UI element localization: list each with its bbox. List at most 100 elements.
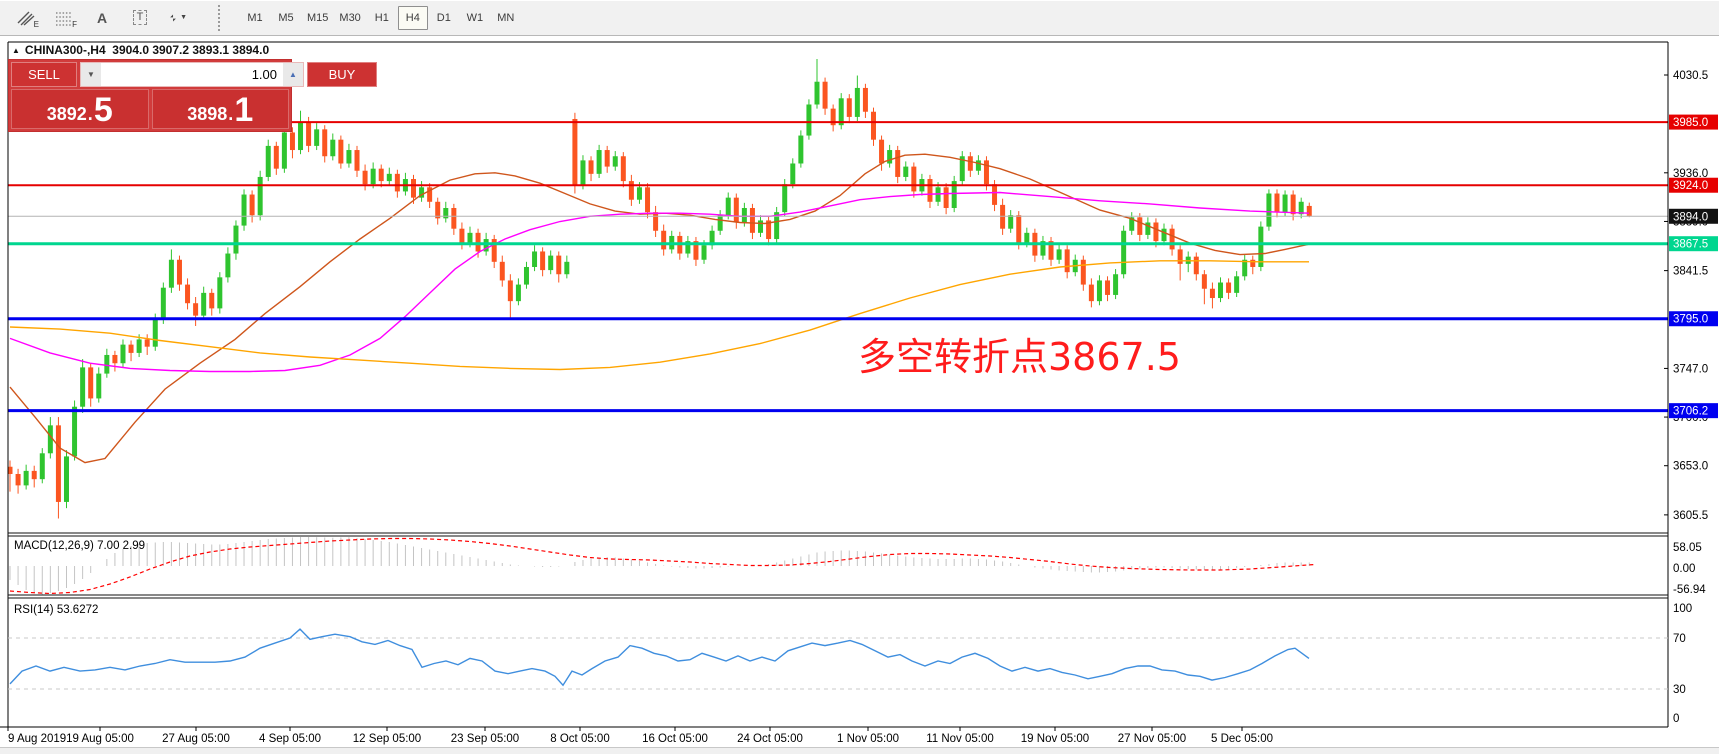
candle-body	[112, 354, 118, 364]
candle-body	[523, 266, 529, 285]
time-tick-label: 27 Nov 05:00	[1118, 733, 1186, 745]
candle-body	[693, 241, 699, 260]
price-badge: 3795.0	[1669, 311, 1718, 327]
candle-up	[443, 201, 449, 223]
candle-up	[1121, 225, 1127, 279]
candle-body	[782, 184, 788, 213]
collapse-arrow-icon[interactable]: ▲	[12, 46, 20, 55]
time-tick-label: 16 Oct 05:00	[642, 733, 708, 745]
candle-body	[1024, 232, 1030, 244]
candle-up	[903, 161, 909, 182]
text-label-tool-icon[interactable]: T	[124, 5, 156, 31]
candle-up	[532, 245, 538, 272]
candle-up	[580, 155, 586, 190]
candle-body	[354, 150, 360, 171]
candle-body	[209, 292, 215, 309]
volume-increase-button[interactable]: ▲	[283, 63, 303, 86]
candle-down	[15, 468, 21, 494]
equidistant-channel-tool-icon[interactable]: E	[10, 5, 42, 31]
rsi-axis-label: 100	[1673, 603, 1692, 615]
candle-body	[1266, 193, 1272, 227]
candle-down	[144, 334, 150, 355]
candle-down	[289, 127, 295, 159]
text-tool-icon[interactable]: A	[86, 5, 118, 31]
candle-body	[63, 456, 69, 502]
candle-down	[588, 156, 594, 182]
candle-body	[766, 220, 772, 240]
candle-up	[96, 367, 102, 403]
candle-body	[992, 184, 998, 205]
chart-annotation: 多空转折点3867.5	[858, 335, 1181, 379]
candle-body	[249, 194, 255, 216]
timeframe-w1-button[interactable]: W1	[460, 6, 490, 30]
candle-down	[193, 297, 199, 326]
candle-body	[475, 232, 481, 252]
sell-price-dot: .	[87, 104, 93, 124]
candle-body	[1145, 222, 1151, 235]
candle-down	[749, 203, 755, 240]
time-tick-label: 4 Sep 05:00	[259, 733, 321, 745]
candle-up	[1040, 235, 1046, 260]
timeframe-h4-button[interactable]: H4	[397, 5, 428, 30]
candle-body	[774, 212, 780, 240]
candle-body	[1234, 276, 1240, 293]
candle-body	[1105, 280, 1111, 295]
candle-body	[120, 344, 126, 364]
price-tick-label: 3747.0	[1673, 363, 1708, 375]
candle-body	[289, 132, 295, 151]
candle-down	[435, 197, 441, 225]
candle-body	[1169, 228, 1175, 250]
candle-down	[411, 174, 416, 204]
candle-down	[879, 135, 885, 171]
candle-body	[314, 129, 320, 146]
candle-body	[1201, 274, 1207, 289]
candle-up	[120, 339, 126, 368]
candle-up	[281, 127, 287, 173]
candle-down	[927, 174, 933, 208]
candle-body	[548, 255, 554, 271]
timeframe-h1-button[interactable]: H1	[367, 6, 397, 30]
candle-down	[822, 77, 828, 115]
candle-body	[201, 292, 207, 316]
sell-button[interactable]: SELL	[11, 62, 77, 87]
drawing-tools-group: E F A T ▼	[10, 5, 200, 31]
candle-up	[685, 235, 691, 258]
candle-body	[967, 156, 973, 171]
candle-down	[862, 83, 868, 118]
candle-body	[790, 163, 796, 185]
candle-body	[483, 239, 489, 252]
timeframe-m1-button[interactable]: M1	[240, 6, 270, 30]
candle-body	[749, 207, 755, 233]
volume-decrease-button[interactable]: ▼	[81, 63, 101, 86]
timeframe-m5-button[interactable]: M5	[271, 6, 301, 30]
timeframe-mn-button[interactable]: MN	[491, 6, 521, 30]
candle-body	[1088, 284, 1094, 302]
buy-button[interactable]: BUY	[307, 62, 377, 87]
time-tick-label: 24 Oct 05:00	[737, 733, 803, 745]
candles-layer	[7, 58, 1312, 519]
status-strip	[0, 747, 1719, 754]
timeframe-m30-button[interactable]: M30	[334, 6, 365, 30]
candle-up	[596, 144, 602, 178]
volume-input[interactable]	[101, 63, 283, 86]
fibonacci-retracement-tool-icon[interactable]: F	[48, 5, 80, 31]
candle-up	[217, 272, 223, 314]
candle-down	[338, 135, 344, 169]
price-badge-label: 3924.0	[1673, 180, 1708, 192]
candle-body	[564, 261, 570, 275]
arrow-tools-icon[interactable]: ▼	[162, 5, 194, 31]
candle-down	[1088, 278, 1094, 308]
candle-body	[1096, 280, 1102, 302]
timeframe-d1-button[interactable]: D1	[429, 6, 459, 30]
candle-body	[911, 166, 917, 192]
timeframe-m15-button[interactable]: M15	[302, 6, 333, 30]
sell-price[interactable]: 3892. 5	[11, 89, 149, 129]
candle-body	[927, 179, 933, 202]
ma-slow-line	[9, 260, 1309, 371]
candle-up	[887, 144, 893, 168]
candle-body	[104, 354, 110, 374]
candle-body	[604, 150, 610, 167]
buy-price[interactable]: 3898. 1	[151, 89, 289, 129]
candle-body	[983, 160, 989, 185]
candle-down	[870, 107, 876, 146]
